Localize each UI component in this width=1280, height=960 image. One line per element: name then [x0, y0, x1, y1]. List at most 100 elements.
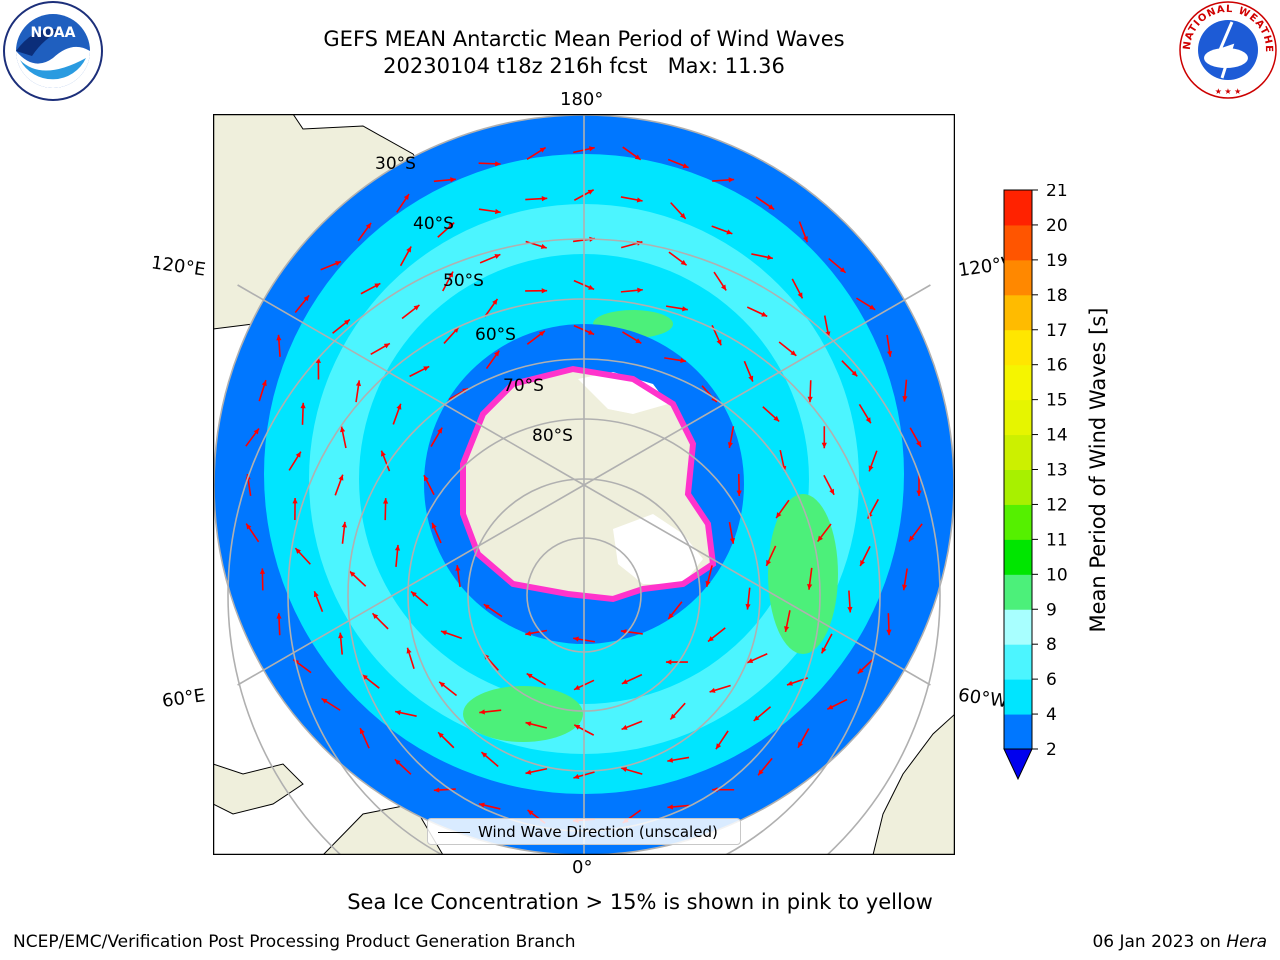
lon-label-180: 180°	[560, 89, 604, 110]
wave-arrow-head-126	[380, 450, 386, 457]
colorbar-tick-label-9: 9	[1046, 600, 1057, 620]
colorbar-tick-label-14: 14	[1046, 426, 1068, 446]
wave-arrow-head-68	[406, 246, 412, 253]
wave-arrow-head-146	[455, 565, 461, 571]
colorbar-swatch-5	[1004, 539, 1032, 575]
colorbar-swatch-13	[1004, 259, 1032, 296]
wave-arrow-head-56	[438, 732, 444, 738]
colorbar-swatch-6	[1004, 504, 1032, 540]
colorbar-tick-label-2: 2	[1046, 740, 1057, 760]
ocean-field	[214, 115, 954, 855]
wave-arrow-head-151	[494, 350, 500, 357]
polar-map: 30°S 40°S 50°S 60°S 70°S 80°S	[213, 114, 955, 855]
legend-label: Wind Wave Direction (unscaled)	[478, 823, 718, 841]
wave-arrow-head-130	[492, 298, 498, 305]
wave-arrow-head-145	[483, 604, 490, 610]
wave-arrow-head-65	[315, 357, 321, 363]
wave-arrow-head-75	[726, 229, 733, 235]
wave-arrow-head-135	[716, 339, 722, 346]
wave-arrow-head-48	[786, 680, 793, 686]
wave-arrow-head-16	[359, 728, 365, 735]
wave-arrow-head-128	[423, 366, 430, 372]
wave-arrow-head-132	[588, 284, 595, 290]
wave-arrow-head-2	[901, 584, 908, 591]
colorbar-tick-label-12: 12	[1046, 495, 1068, 515]
wave-arrow-head-29	[403, 194, 409, 200]
wave-arrow-head-38	[802, 236, 808, 243]
wave-arrow-head-47	[821, 647, 827, 654]
wave-arrow-head-26	[303, 295, 310, 302]
wave-arrow-head-88	[621, 724, 628, 730]
colorbar-swatch-11	[1004, 329, 1032, 366]
wave-arrow-head-63	[295, 451, 301, 458]
wave-arrow-head-158	[736, 490, 742, 496]
wave-arrow-head-53	[573, 774, 580, 780]
wave-arrow-head-81	[868, 465, 874, 472]
wave-arrow-head-57	[395, 710, 401, 716]
meridian-4	[583, 284, 931, 486]
wave-arrow-head-6	[798, 741, 803, 748]
lat-label-80s: 80°S	[532, 426, 573, 446]
wave-arrow-head-83	[807, 583, 813, 590]
wave-arrow-head-94	[372, 613, 379, 620]
wave-arrow-head-37	[768, 204, 775, 210]
colorbar-tick-label-4: 4	[1046, 705, 1057, 725]
svg-text:★ ★ ★: ★ ★ ★	[1215, 87, 1242, 96]
chart-subtitle: 20230104 t18z 216h fcst Max: 11.36	[383, 54, 785, 78]
wave-arrow-head-152	[538, 330, 545, 337]
wave-arrow-head-5	[827, 704, 834, 710]
wave-arrow-head-87	[670, 713, 676, 720]
wave-arrow-head-129	[453, 327, 459, 333]
wave-arrow-head-17	[321, 698, 328, 704]
zone-green1	[768, 494, 838, 654]
wave-arrow-head-24	[261, 380, 267, 387]
map-legend: Wind Wave Direction (unscaled)	[427, 818, 741, 845]
wave-arrow-head-123	[411, 591, 417, 597]
nws-logo: NATIONAL WEATHER SERVICE ★ ★ ★	[1176, 0, 1277, 99]
wave-arrow-head-157	[727, 442, 733, 448]
wave-arrow-head-13	[478, 802, 485, 808]
wave-arrow-head-7	[758, 769, 764, 776]
wave-arrow-head-36	[728, 177, 735, 183]
wave-arrow-head-25	[276, 334, 282, 341]
ice-ross	[578, 372, 668, 414]
colorbar-tick-label-6: 6	[1046, 670, 1057, 690]
wave-arrow-head-86	[709, 687, 716, 693]
wave-arrow-head-112	[821, 442, 827, 449]
wave-arrow-head-85	[747, 658, 754, 663]
wave-arrow-head-0	[916, 490, 922, 496]
credit-text: NCEP/EMC/Verification Post Processing Pr…	[13, 932, 576, 952]
wave-arrow-head-101	[413, 305, 420, 311]
wave-arrow-head-14	[433, 787, 440, 793]
wave-arrow-head-80	[865, 417, 871, 424]
wave-arrow-head-51	[667, 757, 674, 763]
wave-arrow-head-55	[481, 752, 488, 758]
colorbar-swatch-8	[1004, 434, 1032, 470]
wave-arrow-head-115	[745, 603, 751, 610]
wave-arrow-head-52	[621, 766, 628, 772]
lat-label-60s: 60°S	[475, 325, 516, 345]
wave-arrow-head-92	[439, 681, 446, 688]
wave-arrow-head-124	[394, 544, 401, 551]
lon-label-60e: 60°E	[160, 685, 207, 712]
wave-arrow-head-143	[573, 636, 579, 642]
meridian-1	[237, 484, 585, 686]
wave-arrow-head-41	[887, 350, 893, 357]
colorbar-tick-label-13: 13	[1046, 461, 1068, 481]
wave-arrow-head-136	[748, 375, 754, 382]
colorbar-swatch-2	[1004, 644, 1032, 680]
wave-arrow-head-99	[355, 380, 362, 387]
wave-arrow-head-96	[341, 521, 347, 528]
wave-arrow-head-54	[525, 769, 532, 775]
wave-arrow-head-110	[790, 350, 797, 356]
colorbar-tick-label-20: 20	[1046, 216, 1068, 236]
date-text: 06 Jan 2023 on	[1092, 932, 1227, 952]
colorbar-tick-label-18: 18	[1046, 286, 1068, 306]
wave-arrow-head-134	[682, 306, 688, 312]
lat-label-30s: 30°S	[375, 154, 416, 174]
wave-arrow-head-19	[276, 613, 282, 619]
wave-arrow-head-104	[540, 243, 547, 249]
wave-arrow-head-140	[705, 580, 711, 587]
wave-arrow-head-107	[680, 259, 687, 266]
wave-arrow-head-91	[479, 709, 485, 715]
